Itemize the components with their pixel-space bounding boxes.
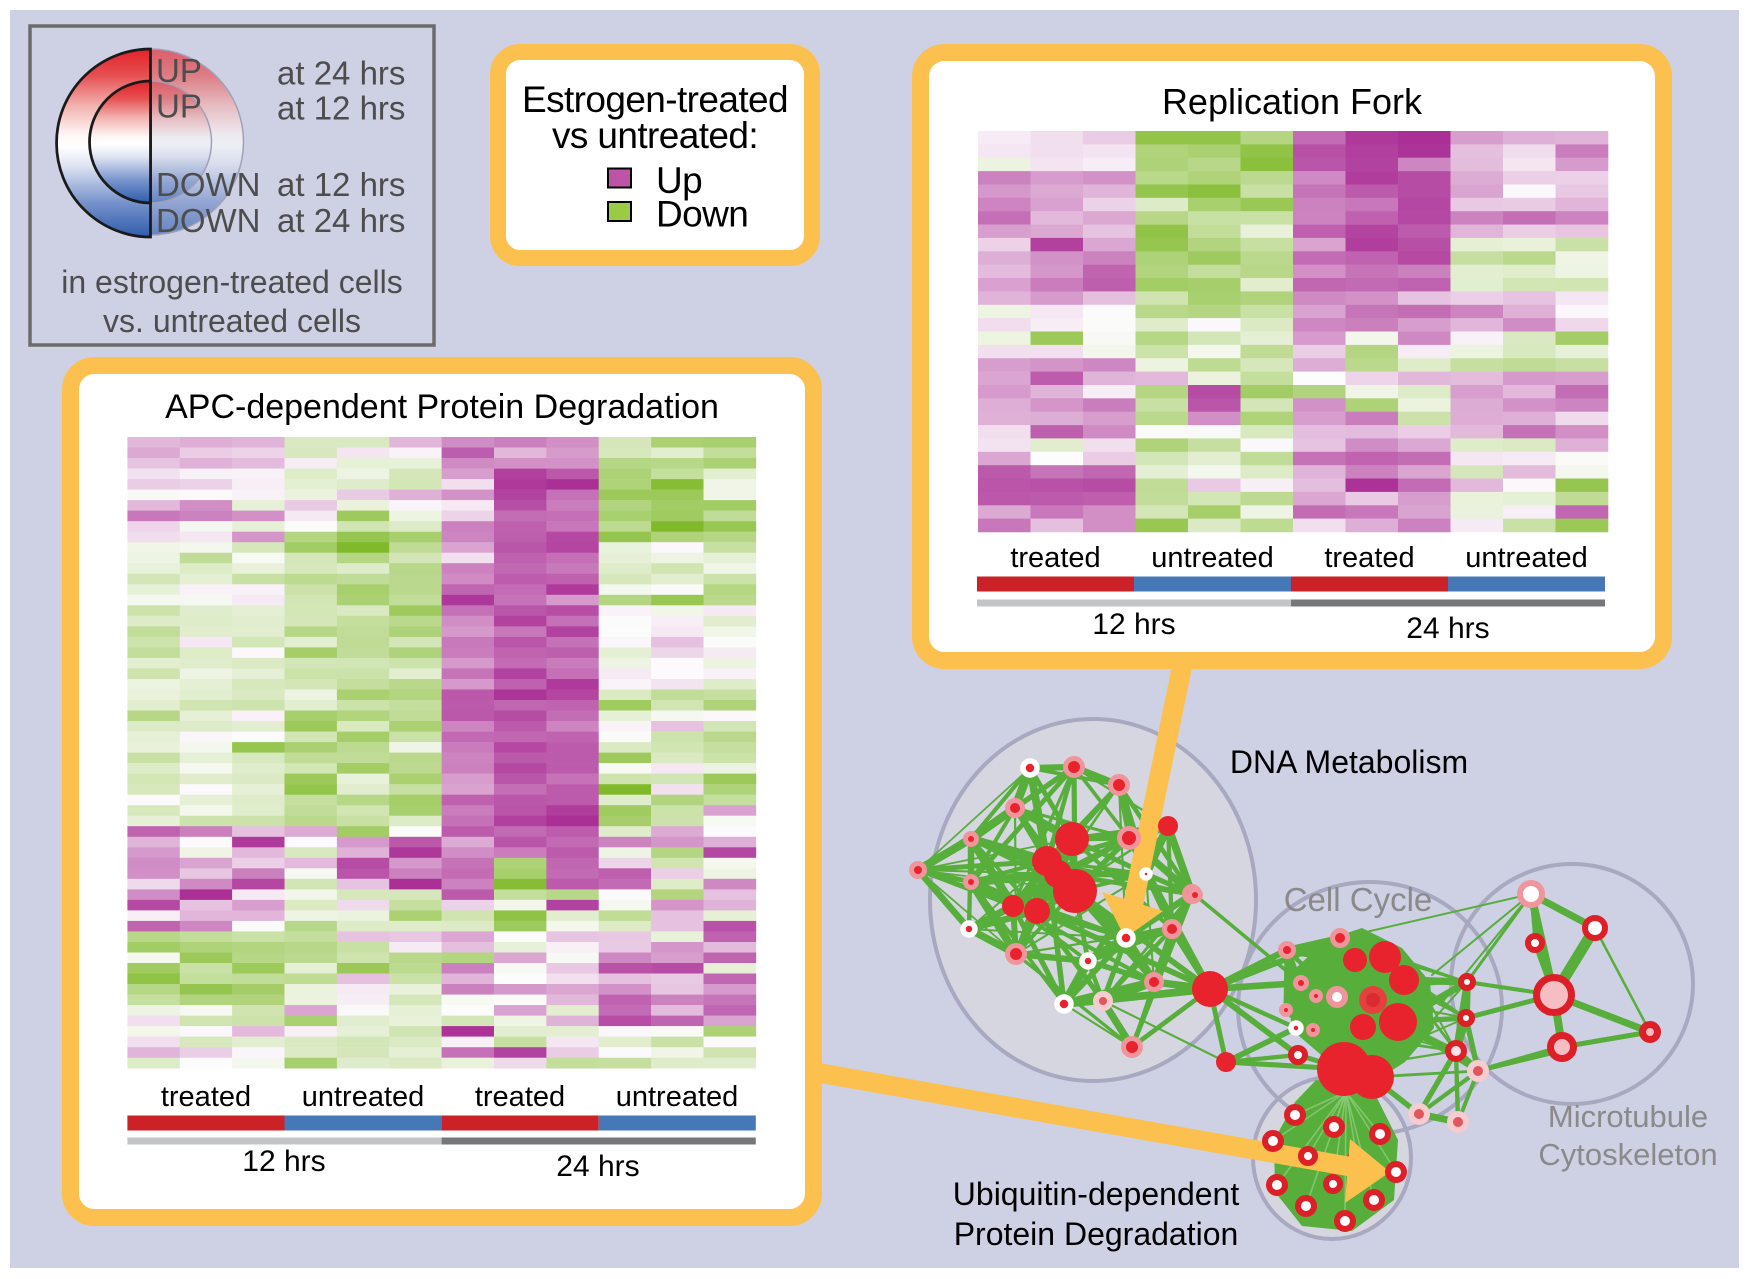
svg-text:12 hrs: 12 hrs <box>1092 608 1175 641</box>
svg-text:Estrogen-treated: Estrogen-treated <box>522 79 788 120</box>
svg-text:Protein Degradation: Protein Degradation <box>954 1216 1239 1252</box>
svg-text:at 12 hrs: at 12 hrs <box>277 166 405 203</box>
svg-text:UP: UP <box>156 52 202 89</box>
svg-text:DOWN: DOWN <box>156 166 260 203</box>
svg-text:untreated: untreated <box>1465 542 1588 574</box>
svg-text:DOWN: DOWN <box>156 202 260 239</box>
svg-text:Cytoskeleton: Cytoskeleton <box>1538 1137 1717 1172</box>
svg-text:Down: Down <box>656 194 748 235</box>
svg-text:24 hrs: 24 hrs <box>1406 612 1489 645</box>
svg-text:untreated: untreated <box>1151 542 1274 574</box>
svg-text:at 12 hrs: at 12 hrs <box>277 90 405 127</box>
svg-text:treated: treated <box>161 1081 251 1113</box>
svg-text:vs. untreated cells: vs. untreated cells <box>103 303 361 339</box>
svg-text:24 hrs: 24 hrs <box>556 1150 639 1183</box>
svg-text:in estrogen-treated cells: in estrogen-treated cells <box>61 264 403 300</box>
svg-text:Up: Up <box>656 160 702 201</box>
svg-text:at 24 hrs: at 24 hrs <box>277 202 405 239</box>
svg-text:12 hrs: 12 hrs <box>242 1145 325 1178</box>
svg-text:treated: treated <box>1010 542 1100 574</box>
svg-text:untreated: untreated <box>302 1081 425 1113</box>
svg-text:Cell Cycle: Cell Cycle <box>1284 881 1433 918</box>
svg-text:treated: treated <box>475 1081 565 1113</box>
svg-text:UP: UP <box>156 88 202 125</box>
svg-text:vs untreated:: vs untreated: <box>552 115 758 156</box>
svg-text:APC-dependent Protein Degradat: APC-dependent Protein Degradation <box>165 388 719 426</box>
svg-text:untreated: untreated <box>616 1081 739 1113</box>
svg-text:Ubiquitin-dependent: Ubiquitin-dependent <box>953 1176 1240 1212</box>
svg-text:DNA Metabolism: DNA Metabolism <box>1230 744 1468 780</box>
svg-text:at 24 hrs: at 24 hrs <box>277 55 405 92</box>
svg-text:Microtubule: Microtubule <box>1548 1099 1708 1134</box>
svg-text:Replication Fork: Replication Fork <box>1162 81 1423 122</box>
svg-text:treated: treated <box>1324 542 1414 574</box>
